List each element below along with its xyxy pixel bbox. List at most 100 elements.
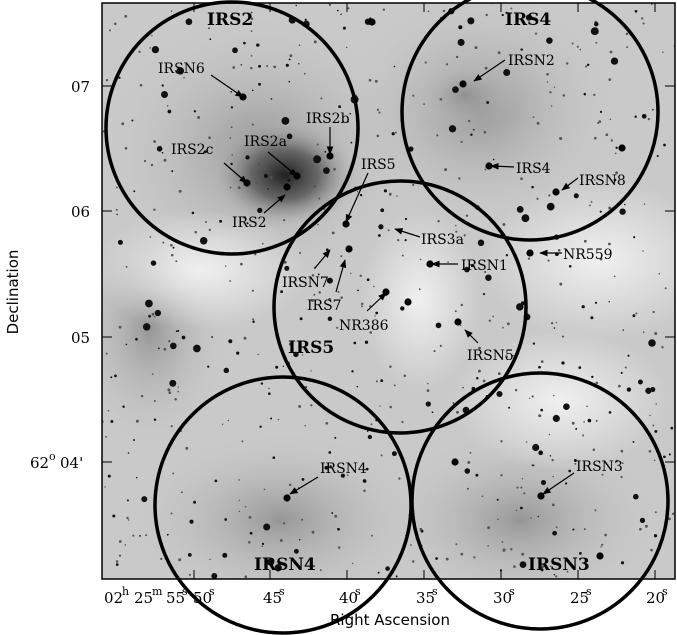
star [627,354,630,357]
star [618,384,621,388]
star [599,257,603,261]
star [163,347,167,351]
star [378,111,381,114]
star [176,67,185,75]
star [153,418,157,421]
star [553,394,555,397]
star [337,527,340,531]
star [464,266,470,273]
annotation-irsn6: IRSN6 [158,61,205,77]
star [573,459,577,462]
star [304,18,307,21]
star [648,339,656,347]
star [400,306,405,311]
star [258,82,261,86]
star [477,239,485,247]
star [456,410,459,414]
star [162,241,165,244]
star [280,290,284,294]
star [313,293,316,296]
star [532,443,540,452]
star [661,345,664,349]
star [197,116,201,119]
star [367,434,373,440]
star [521,214,530,223]
star [559,282,563,286]
star [274,564,282,572]
star [340,296,343,299]
star [250,30,253,32]
star [652,310,655,314]
star [298,539,301,541]
star [118,325,122,329]
star [537,515,539,518]
star [267,392,271,396]
star [157,347,160,350]
region-circle-irsn3 [410,371,670,631]
star [590,27,599,36]
star [295,4,297,7]
star [653,534,658,538]
star [178,189,182,193]
star [105,79,109,82]
star [601,473,604,476]
star [248,515,252,519]
star [140,394,144,398]
star [251,123,254,126]
star [382,8,386,11]
star [484,168,487,171]
star [237,186,241,190]
star [579,552,582,555]
star [467,119,471,123]
star [562,94,566,97]
star [645,387,652,394]
star [345,46,348,49]
star [263,173,268,178]
star [473,556,476,559]
star [568,265,572,268]
star [105,352,108,355]
star [153,315,156,318]
star [599,110,603,114]
star [620,371,623,374]
star [112,514,116,518]
star [595,419,598,422]
star [481,495,484,498]
x-ticks [193,3,656,579]
star [500,440,503,443]
star [398,477,401,480]
star [378,224,384,230]
y-tick-04: 04' [60,454,83,472]
star [552,414,560,423]
star [483,130,487,134]
star [270,98,273,100]
star [419,258,422,261]
star [447,261,449,263]
region-circle-irs4 [400,0,660,242]
star [595,41,598,44]
star [622,329,625,331]
star [540,568,544,572]
star [559,137,563,140]
star [183,76,185,79]
star [318,291,321,294]
y-tick-07: 07 [71,78,90,96]
x-tick-40-unit: s [355,585,361,598]
star [366,278,370,282]
star [281,116,290,125]
star [608,411,612,414]
x-axis-title: Right Ascension [330,611,450,629]
star [125,343,128,346]
star [169,379,177,387]
star [635,312,638,315]
star [288,58,291,61]
star [138,50,141,53]
annotation-irs7: IRS7 [307,298,342,314]
star [393,65,396,68]
star [613,275,616,278]
star [590,200,593,203]
star [177,386,179,388]
y-ticks [102,85,675,463]
star [605,133,609,137]
